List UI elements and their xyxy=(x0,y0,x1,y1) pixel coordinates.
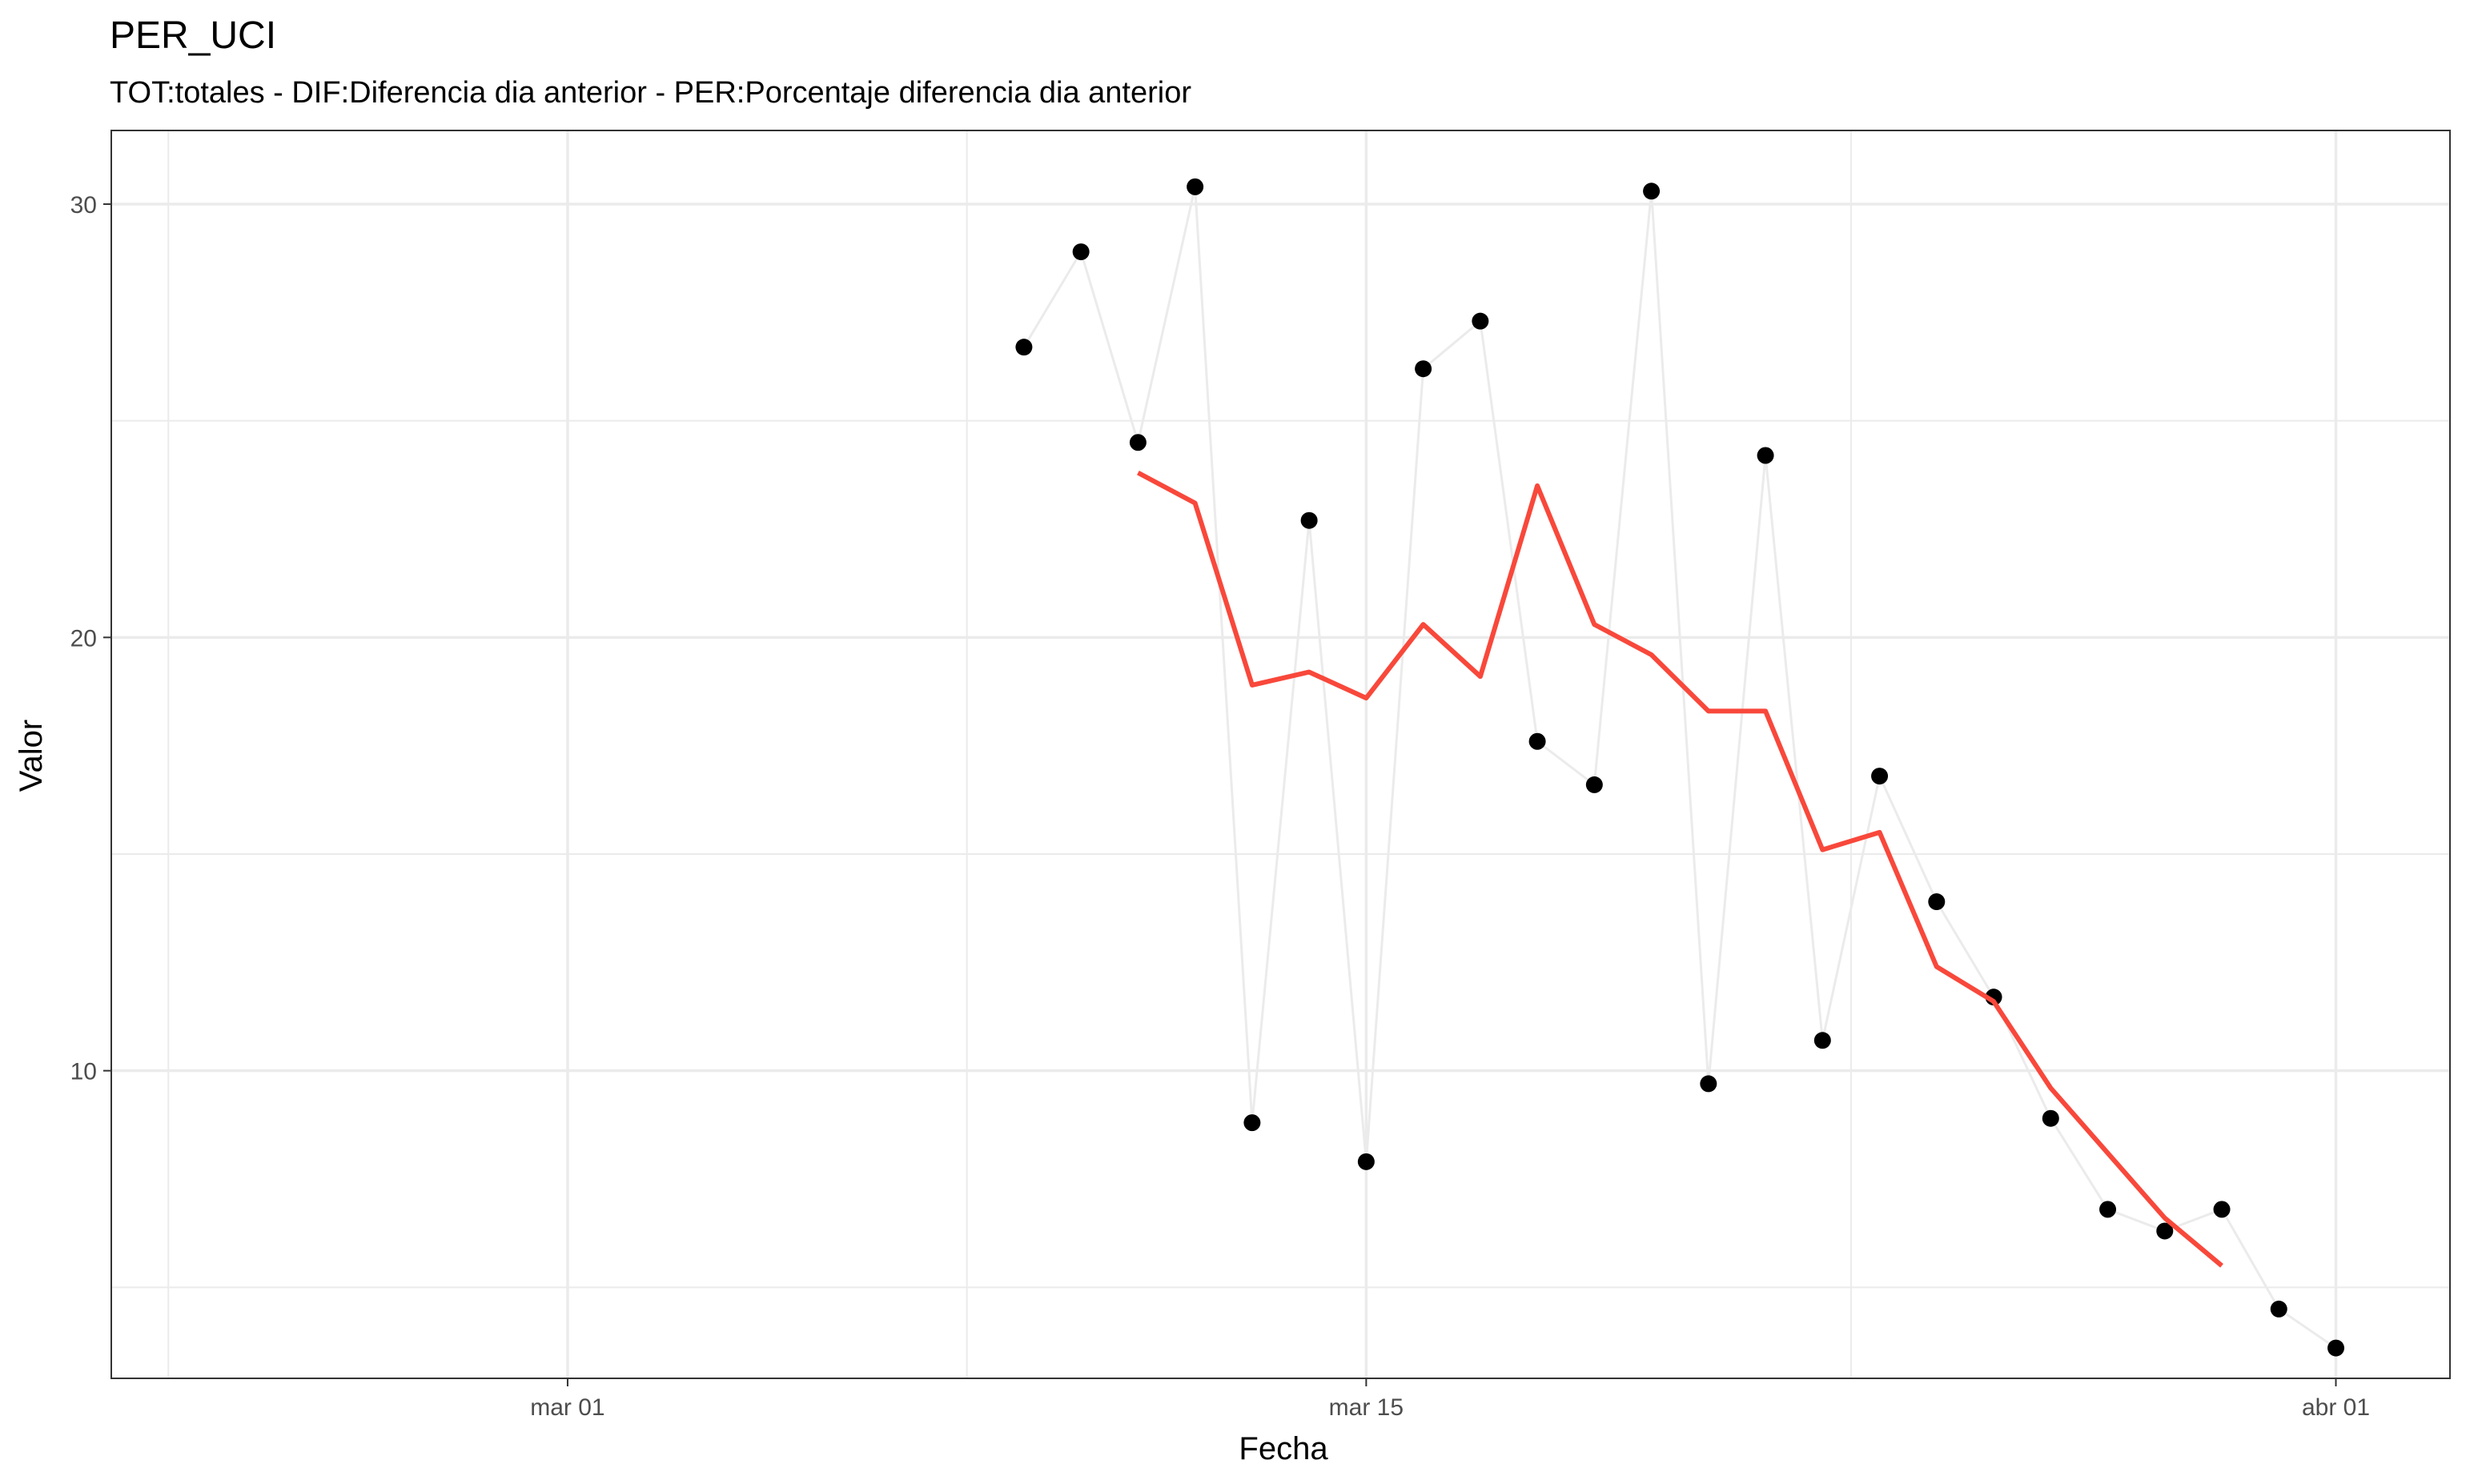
data-point xyxy=(1300,511,1318,529)
data-point xyxy=(1528,732,1546,750)
x-tick-label: mar 15 xyxy=(1329,1394,1404,1421)
y-tick-label: 30 xyxy=(70,192,97,219)
y-tick-label: 20 xyxy=(70,625,97,652)
data-point xyxy=(1871,768,1889,785)
data-point xyxy=(1243,1114,1261,1132)
chart-title: PER_UCI xyxy=(110,14,276,57)
data-point xyxy=(1700,1075,1717,1093)
plot-background xyxy=(111,130,2450,1378)
data-point xyxy=(2042,1109,2059,1127)
data-point xyxy=(1757,447,1774,464)
data-point xyxy=(1472,312,1489,330)
data-point xyxy=(2156,1222,2174,1240)
y-tick-label: 10 xyxy=(70,1059,97,1085)
chart-subtitle: TOT:totales - DIF:Diferencia dia anterio… xyxy=(110,76,1191,110)
axis-ticks: mar 01 mar 15 abr 01 10 20 30 xyxy=(70,192,2370,1421)
data-point xyxy=(1585,776,1603,793)
series-line xyxy=(1136,470,2223,1268)
data-point xyxy=(2270,1300,2287,1318)
plot-border xyxy=(110,130,2451,1379)
x-axis-title: Fecha xyxy=(1239,1431,1328,1466)
data-point xyxy=(1813,1032,1831,1049)
data-point xyxy=(1415,360,1432,378)
y-axis-title: Valor xyxy=(14,720,49,792)
grid-lines xyxy=(111,130,2450,1378)
data-point xyxy=(2099,1201,2117,1218)
data-point xyxy=(1129,434,1147,451)
data-point xyxy=(1187,178,1204,195)
data-point xyxy=(2327,1339,2345,1357)
series-layer xyxy=(1015,178,2345,1357)
data-point xyxy=(2213,1201,2231,1218)
data-point xyxy=(1928,893,1946,911)
data-point xyxy=(1357,1153,1375,1170)
data-point xyxy=(1643,182,1661,200)
x-tick-label: abr 01 xyxy=(2302,1394,2370,1421)
series-connector-line xyxy=(1022,185,2337,1350)
data-point xyxy=(1072,243,1090,261)
x-tick-label: mar 01 xyxy=(530,1394,604,1421)
data-point xyxy=(1015,339,1033,356)
